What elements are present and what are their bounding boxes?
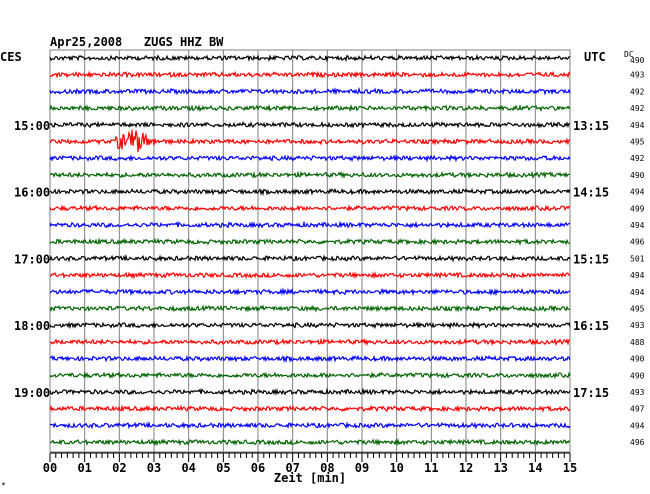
left-timezone-label: CES bbox=[0, 50, 22, 64]
dc-value: 496 bbox=[630, 238, 645, 247]
dc-value: 490 bbox=[630, 171, 645, 180]
x-tick-label: 14 bbox=[528, 461, 542, 475]
trace-11 bbox=[49, 237, 571, 246]
dc-value: 501 bbox=[630, 254, 645, 263]
right-time-label: 16:15 bbox=[573, 319, 609, 333]
x-tick-label: 02 bbox=[112, 461, 126, 475]
dc-value: 499 bbox=[630, 204, 645, 213]
trace-14 bbox=[49, 287, 571, 297]
dc-value: 493 bbox=[630, 388, 645, 397]
trace-4 bbox=[49, 120, 570, 130]
right-time-label: 15:15 bbox=[573, 252, 609, 266]
dc-value: 488 bbox=[630, 338, 645, 347]
trace-3 bbox=[49, 103, 571, 113]
dc-value: 494 bbox=[630, 221, 645, 230]
x-tick-label: 04 bbox=[181, 461, 195, 475]
x-tick-label: 01 bbox=[77, 461, 91, 475]
right-timezone-label: UTC bbox=[584, 50, 606, 64]
left-time-label: 16:00 bbox=[14, 186, 50, 200]
x-tick-label: 06 bbox=[251, 461, 265, 475]
trace-9 bbox=[49, 204, 571, 213]
trace-10 bbox=[49, 220, 571, 229]
left-time-label: 19:00 bbox=[14, 386, 50, 400]
dc-value: 495 bbox=[630, 138, 645, 147]
left-time-label: 18:00 bbox=[14, 319, 50, 333]
trace-layer bbox=[49, 53, 571, 447]
x-tick-label: 00 bbox=[43, 461, 57, 475]
dc-value: 495 bbox=[630, 305, 645, 314]
x-tick-label: 07 bbox=[285, 461, 299, 475]
dc-value: 496 bbox=[630, 438, 645, 447]
left-time-label: 15:00 bbox=[14, 119, 50, 133]
dc-value: 497 bbox=[630, 405, 645, 414]
dc-column-label: DC bbox=[624, 50, 634, 59]
trace-8 bbox=[49, 187, 571, 197]
chart-title: Apr25,2008 ZUGS HHZ BW bbox=[50, 35, 224, 49]
dc-value: 493 bbox=[630, 321, 645, 330]
right-time-label: 14:15 bbox=[573, 186, 609, 200]
dc-value: 494 bbox=[630, 271, 645, 280]
trace-18 bbox=[49, 354, 571, 364]
x-tick-label: 13 bbox=[493, 461, 507, 475]
x-tick-label: 15 bbox=[563, 461, 577, 475]
trace-20 bbox=[49, 387, 571, 396]
trace-2 bbox=[49, 86, 571, 96]
x-tick-label: 09 bbox=[355, 461, 369, 475]
trace-12 bbox=[49, 253, 571, 263]
x-axis: 00 01 02 03 04 05 06 07 08 09 10 11 12 13 14 15 bbox=[43, 452, 577, 475]
dc-value: 493 bbox=[630, 71, 645, 80]
dc-value: 490 bbox=[630, 56, 645, 65]
trace-21 bbox=[49, 404, 571, 413]
x-tick-label: 11 bbox=[424, 461, 438, 475]
x-tick-label: 03 bbox=[147, 461, 161, 475]
dc-value: 494 bbox=[630, 188, 645, 197]
plot-frame bbox=[49, 49, 571, 453]
trace-6 bbox=[49, 154, 571, 163]
trace-13 bbox=[49, 271, 571, 280]
dc-value: 494 bbox=[630, 288, 645, 297]
x-axis-label: Zeit [min] bbox=[274, 471, 346, 485]
dc-value: 494 bbox=[630, 421, 645, 430]
x-tick-label: 10 bbox=[389, 461, 403, 475]
trace-1 bbox=[49, 70, 571, 79]
trace-17 bbox=[49, 337, 571, 347]
left-time-label: 17:00 bbox=[14, 252, 50, 266]
right-time-label: 17:15 bbox=[573, 386, 609, 400]
dc-value: 492 bbox=[630, 87, 645, 96]
trace-15 bbox=[49, 304, 571, 313]
dc-value: 490 bbox=[630, 355, 645, 364]
dc-value: 494 bbox=[630, 121, 645, 130]
trace-5 bbox=[49, 129, 571, 153]
trace-22 bbox=[49, 420, 571, 430]
dc-value: 492 bbox=[630, 104, 645, 113]
x-tick-label: 12 bbox=[459, 461, 473, 475]
corner-mark: * bbox=[1, 481, 6, 490]
trace-0 bbox=[49, 53, 571, 63]
time-grid bbox=[49, 49, 571, 453]
x-tick-label: 05 bbox=[216, 461, 230, 475]
right-time-label: 13:15 bbox=[573, 119, 609, 133]
label-layer: 490 493 492 492 494 495 492 490 494 499 494 496 501 4… bbox=[14, 56, 645, 447]
x-tick-label: 08 bbox=[320, 461, 334, 475]
trace-16 bbox=[49, 321, 571, 330]
dc-value: 490 bbox=[630, 371, 645, 380]
trace-19 bbox=[49, 371, 571, 380]
trace-23 bbox=[49, 438, 571, 447]
dc-value: 492 bbox=[630, 154, 645, 163]
trace-7 bbox=[49, 170, 570, 180]
